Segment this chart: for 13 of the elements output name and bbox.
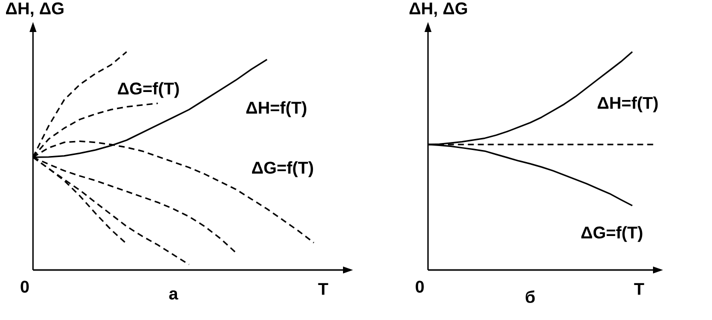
annotation: ΔG=f(T) (118, 82, 179, 98)
x-axis-title: T (318, 283, 328, 295)
x-axis-title: T (634, 283, 644, 295)
text: 0 (20, 280, 29, 293)
annotation: ΔH=f(T) (598, 96, 658, 112)
annotation: ΔG=f(T) (581, 226, 642, 242)
text: 0 (416, 280, 424, 293)
annotation: ΔG=f(T) (252, 161, 314, 178)
text: а (169, 290, 178, 300)
annotation: ΔH=f(T) (246, 101, 306, 118)
y-axis-title: ΔH, ΔG (6, 2, 64, 17)
y-axis-title: ΔH, ΔG (410, 2, 467, 17)
text: б (526, 290, 535, 303)
